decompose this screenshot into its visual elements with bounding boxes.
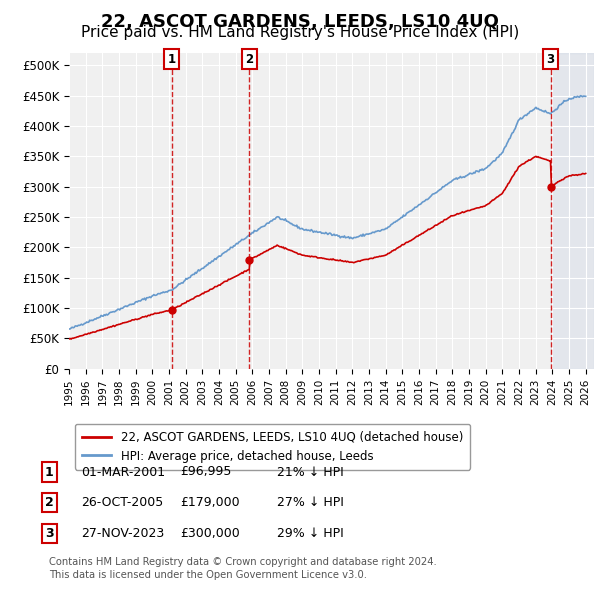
Text: 2: 2 [245,53,253,65]
Text: £96,995: £96,995 [180,466,232,478]
Text: 1: 1 [168,53,176,65]
Text: 29% ↓ HPI: 29% ↓ HPI [277,527,344,540]
Text: 2: 2 [45,496,53,509]
Text: 1: 1 [45,466,53,478]
Text: 26-OCT-2005: 26-OCT-2005 [81,496,163,509]
Text: This data is licensed under the Open Government Licence v3.0.: This data is licensed under the Open Gov… [49,570,367,579]
Text: 27% ↓ HPI: 27% ↓ HPI [277,496,344,509]
Text: 22, ASCOT GARDENS, LEEDS, LS10 4UQ: 22, ASCOT GARDENS, LEEDS, LS10 4UQ [101,13,499,31]
Text: 27-NOV-2023: 27-NOV-2023 [81,527,164,540]
Text: 3: 3 [45,527,53,540]
Text: Contains HM Land Registry data © Crown copyright and database right 2024.: Contains HM Land Registry data © Crown c… [49,558,437,567]
Legend: 22, ASCOT GARDENS, LEEDS, LS10 4UQ (detached house), HPI: Average price, detache: 22, ASCOT GARDENS, LEEDS, LS10 4UQ (deta… [75,424,470,470]
Text: £179,000: £179,000 [180,496,239,509]
Text: Price paid vs. HM Land Registry's House Price Index (HPI): Price paid vs. HM Land Registry's House … [81,25,519,40]
Text: 21% ↓ HPI: 21% ↓ HPI [277,466,344,478]
Text: £300,000: £300,000 [180,527,240,540]
Text: 3: 3 [547,53,555,65]
Text: 01-MAR-2001: 01-MAR-2001 [81,466,165,478]
Bar [551,53,594,369]
